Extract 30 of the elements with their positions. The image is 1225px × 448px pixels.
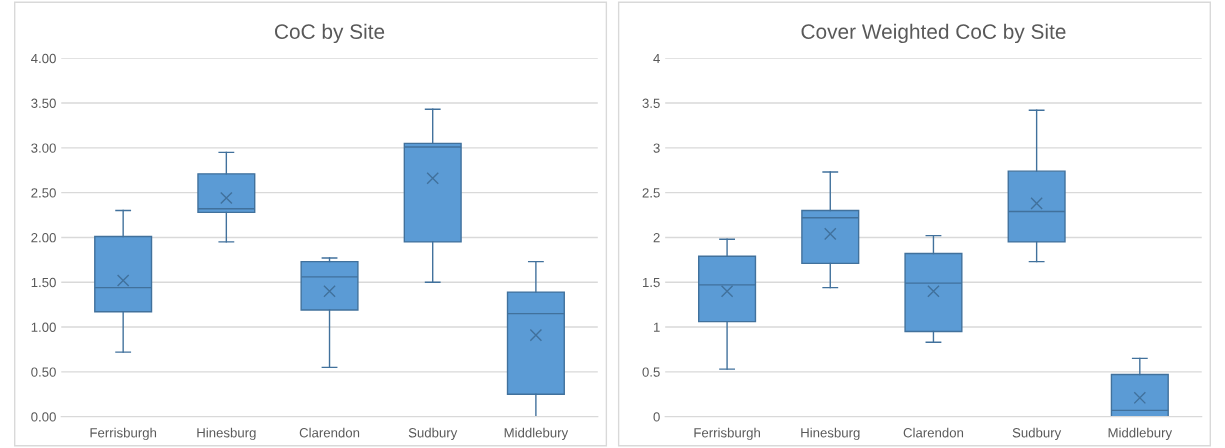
y-tick-label: 0.5 (642, 367, 660, 377)
y-tick-label: 1 (653, 322, 660, 332)
x-tick-label: Clarendon (903, 427, 964, 438)
y-tick-label: 0.50 (31, 367, 56, 377)
y-tick-label: 3.50 (31, 98, 56, 108)
y-tick-label: 0 (653, 412, 660, 422)
x-tick-label: Ferrisburgh (694, 427, 760, 441)
y-tick-label: 3.00 (31, 143, 56, 153)
y-tick-label: 2.00 (31, 233, 56, 243)
x-tick-label: Middlebury (1108, 427, 1173, 441)
x-tick-label: Sudbury (408, 427, 458, 441)
y-tick-label: 2.50 (31, 188, 56, 198)
x-tick-label: Ferrisburgh (90, 427, 157, 441)
x-tick-label: Middlebury (504, 427, 569, 441)
y-tick-label: 3 (653, 143, 660, 153)
y-tick-label: 2 (653, 233, 660, 243)
y-tick-label: 1.50 (31, 277, 56, 288)
x-tick-label: Clarendon (299, 427, 360, 438)
chart-title: Cover Weighted CoC by Site (801, 23, 1066, 44)
x-tick-label: Hinesburg (197, 427, 256, 441)
y-tick-label: 1.00 (31, 322, 56, 332)
y-tick-label: 4.00 (31, 53, 56, 64)
y-tick-label: 2.5 (642, 188, 660, 198)
y-tick-label: 0.00 (31, 412, 56, 422)
chart-title: CoC by Site (275, 23, 385, 44)
y-tick-label: 1.5 (642, 277, 660, 288)
y-tick-label: 3.5 (642, 98, 660, 108)
x-tick-label: Sudbury (1012, 427, 1062, 441)
x-tick-label: Hinesburg (801, 427, 860, 441)
y-tick-label: 4 (653, 53, 660, 64)
